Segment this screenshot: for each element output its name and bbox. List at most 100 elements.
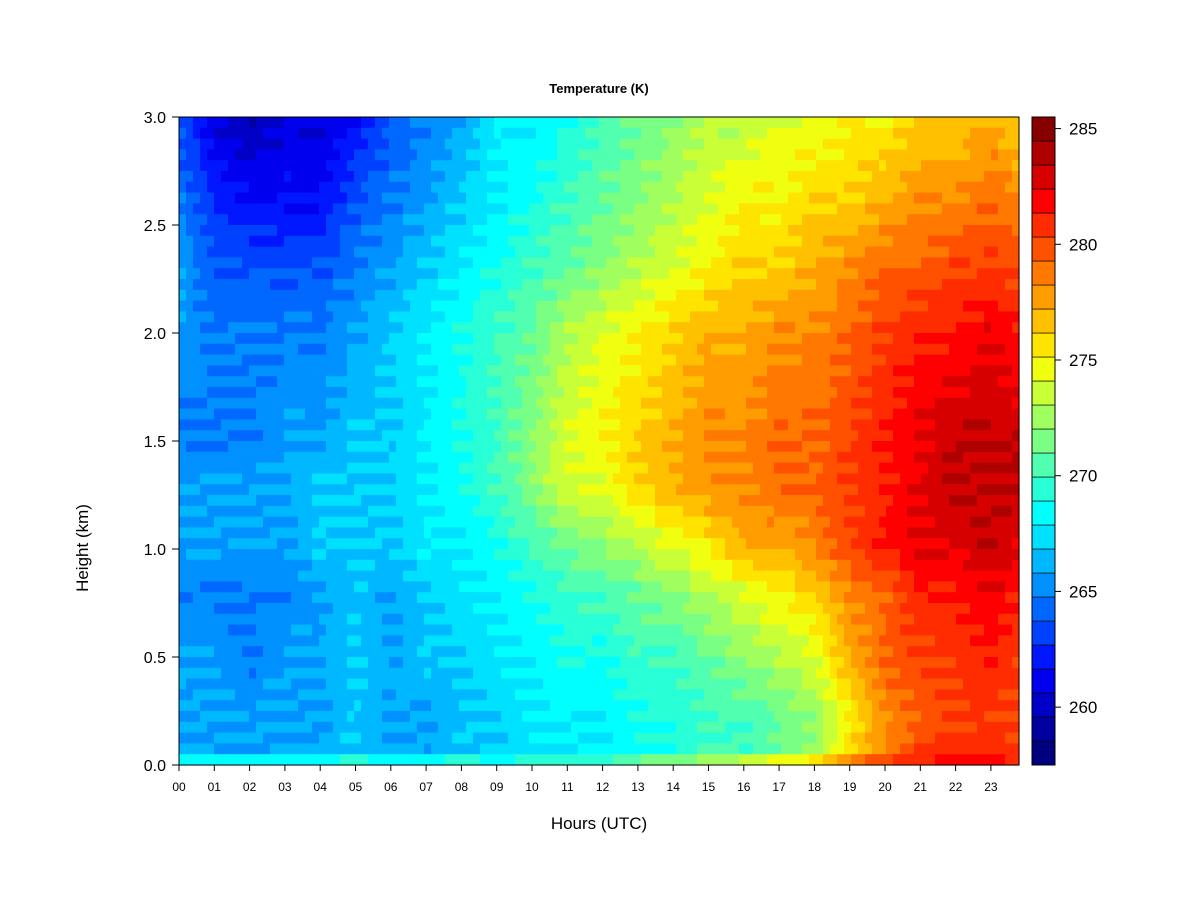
heatmap-cell [305,235,313,248]
heatmap-cell [347,451,355,464]
heatmap-cell [193,268,201,280]
heatmap-cell [627,257,635,269]
heatmap-cell [669,246,677,258]
heatmap-cell [725,181,733,194]
heatmap-cell [592,149,600,161]
heatmap-cell [683,559,691,572]
heatmap-cell [186,538,194,550]
heatmap-cell [235,559,243,572]
heatmap-cell [403,721,411,734]
heatmap-cell [193,538,201,550]
heatmap-cell [347,570,355,582]
heatmap-cell [655,289,663,302]
heatmap-cell [312,732,320,744]
heatmap-cell [753,333,761,345]
heatmap-cell [578,657,586,669]
heatmap-cell [375,711,383,723]
heatmap-cell [207,365,215,377]
heatmap-cell [389,149,397,161]
heatmap-cell [522,635,530,647]
heatmap-cell [515,559,523,572]
heatmap-cell [606,419,614,431]
heatmap-cell [375,505,383,518]
heatmap-cell [424,408,432,420]
heatmap-cell [662,430,670,442]
heatmap-cell [704,376,712,388]
heatmap-cell [291,181,299,194]
heatmap-cell [627,603,635,615]
heatmap-cell [270,451,278,464]
heatmap-cell [235,289,243,302]
heatmap-cell [305,495,313,507]
heatmap-cell [676,289,684,302]
heatmap-cell [305,721,313,734]
heatmap-cell [249,473,257,485]
heatmap-cell [655,613,663,626]
heatmap-cell [256,171,264,183]
heatmap-cell [361,268,369,280]
heatmap-cell [599,397,607,410]
heatmap-cell [235,397,243,410]
heatmap-cell [438,289,446,302]
heatmap-cell [277,268,285,280]
heatmap-cell [480,603,488,615]
heatmap-cell [515,451,523,464]
heatmap-cell [179,214,187,226]
heatmap-cell [529,624,537,636]
heatmap-cell [319,754,327,766]
heatmap-cell [284,203,292,215]
heatmap-cell [284,635,292,647]
heatmap-cell [347,581,355,593]
heatmap-cell [529,527,537,539]
heatmap-cell [501,559,509,572]
heatmap-cell [200,365,208,377]
heatmap-cell [606,516,614,528]
heatmap-cell [452,149,460,161]
heatmap-cell [452,603,460,615]
heatmap-cell [445,300,453,312]
heatmap-cell [550,181,558,194]
heatmap-cell [550,376,558,388]
heatmap-cell [662,646,670,658]
heatmap-cell [179,235,187,248]
heatmap-cell [501,678,509,690]
heatmap-cell [277,700,285,712]
heatmap-cell [242,657,250,669]
heatmap-cell [683,311,691,323]
heatmap-cell [354,192,362,204]
heatmap-cell [620,181,628,194]
heatmap-cell [739,225,747,237]
heatmap-cell [284,646,292,658]
heatmap-cell [515,246,523,258]
heatmap-cell [746,505,754,518]
heatmap-cell [669,754,677,766]
heatmap-cell [242,635,250,647]
heatmap-cell [592,343,600,356]
heatmap-cell [256,549,264,561]
heatmap-cell [242,430,250,442]
heatmap-cell [571,678,579,690]
heatmap-cell [459,397,467,410]
heatmap-cell [235,505,243,518]
heatmap-cell [284,257,292,269]
heatmap-cell [704,214,712,226]
heatmap-cell [298,171,306,183]
heatmap-cell [473,570,481,582]
heatmap-cell [711,257,719,269]
heatmap-cell [214,549,222,561]
heatmap-cell [382,192,390,204]
heatmap-cell [375,289,383,302]
heatmap-cell [669,721,677,734]
heatmap-cell [690,408,698,420]
heatmap-cell [690,268,698,280]
heatmap-cell [501,430,509,442]
heatmap-cell [403,570,411,582]
heatmap-cell [641,203,649,215]
heatmap-cell [550,732,558,744]
heatmap-cell [375,138,383,150]
heatmap-cell [333,689,341,701]
heatmap-cell [200,527,208,539]
heatmap-cell [186,451,194,464]
heatmap-cell [270,397,278,410]
heatmap-cell [592,408,600,420]
